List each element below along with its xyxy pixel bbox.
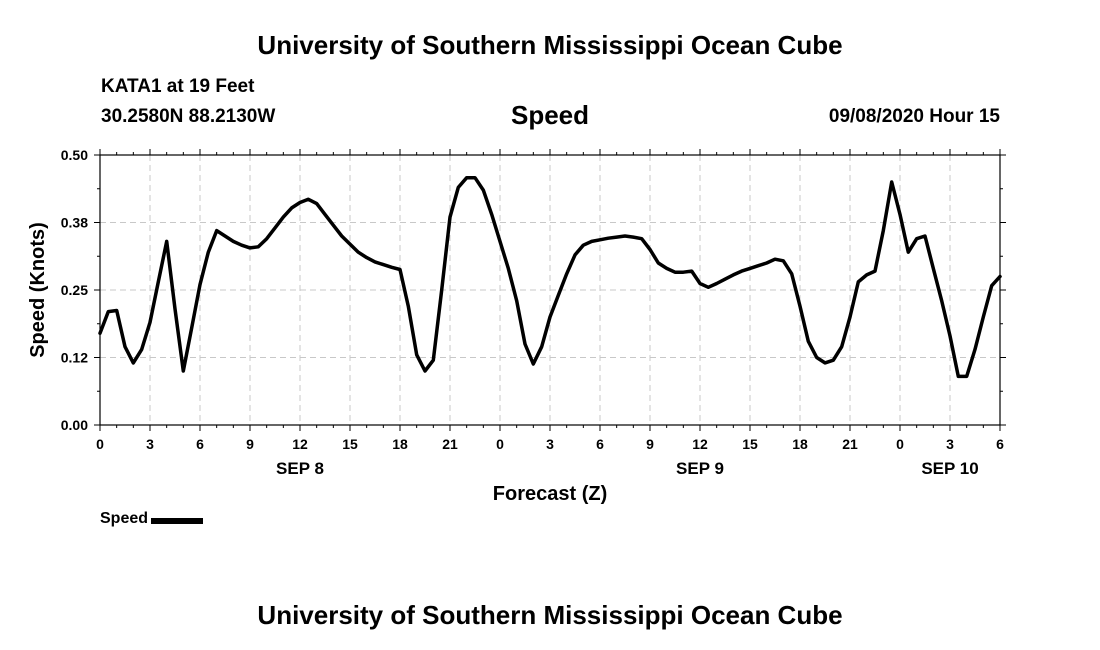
x-tick-label: 12 (292, 436, 308, 452)
legend-label: Speed (100, 510, 149, 527)
x-tick-label: 21 (442, 436, 458, 452)
x-tick-label: 12 (692, 436, 708, 452)
chart-title: Speed (510, 100, 590, 130)
series-layer (98, 175, 1002, 379)
coordinates-label: 30.2580N 88.2130W (101, 106, 276, 127)
x-tick-label: 18 (392, 436, 408, 452)
y-tick-label: 0.25 (61, 282, 88, 298)
page-title: University of Southern Mississippi Ocean… (257, 30, 843, 60)
x-tick-label: 15 (342, 436, 358, 452)
x-tick-label: 0 (496, 436, 504, 452)
x-tick-label: 21 (842, 436, 858, 452)
series-line-speed (98, 175, 1002, 379)
axis-ticks (94, 149, 1006, 431)
y-tick-label: 0.00 (61, 417, 88, 433)
day-label: SEP 10 (921, 459, 978, 478)
day-label: SEP 9 (676, 459, 724, 478)
x-tick-label: 3 (146, 436, 154, 452)
y-tick-label: 0.38 (61, 215, 88, 231)
station-label: KATA1 at 19 Feet (101, 76, 255, 97)
day-label: SEP 8 (276, 459, 324, 478)
x-axis-label: Forecast (Z) (493, 483, 607, 505)
grid (100, 155, 1000, 425)
x-tick-label: 3 (946, 436, 954, 452)
x-tick-label: 6 (996, 436, 1004, 452)
legend: Speed (100, 510, 204, 528)
x-tick-label: 18 (792, 436, 808, 452)
y-axis-label: Speed (Knots) (27, 222, 49, 358)
x-tick-label: 6 (196, 436, 204, 452)
footer-title: University of Southern Mississippi Ocean… (257, 600, 843, 630)
tick-labels: 0.00 0.12 0.25 0.38 0.50 0 3 6 9 12 15 18 21 0 3 6 9 12 15… (61, 147, 1004, 478)
forecast-datetime: 09/08/2020 Hour 15 (828, 106, 1000, 127)
y-tick-label: 0.50 (61, 147, 88, 163)
y-tick-label: 0.12 (61, 350, 88, 366)
x-tick-label: 15 (742, 436, 758, 452)
x-tick-label: 9 (646, 436, 654, 452)
x-tick-label: 0 (96, 436, 104, 452)
legend-line-swatch (151, 517, 204, 524)
x-tick-label: 6 (596, 436, 604, 452)
x-tick-label: 3 (546, 436, 554, 452)
x-tick-label: 9 (246, 436, 254, 452)
x-tick-label: 0 (896, 436, 904, 452)
